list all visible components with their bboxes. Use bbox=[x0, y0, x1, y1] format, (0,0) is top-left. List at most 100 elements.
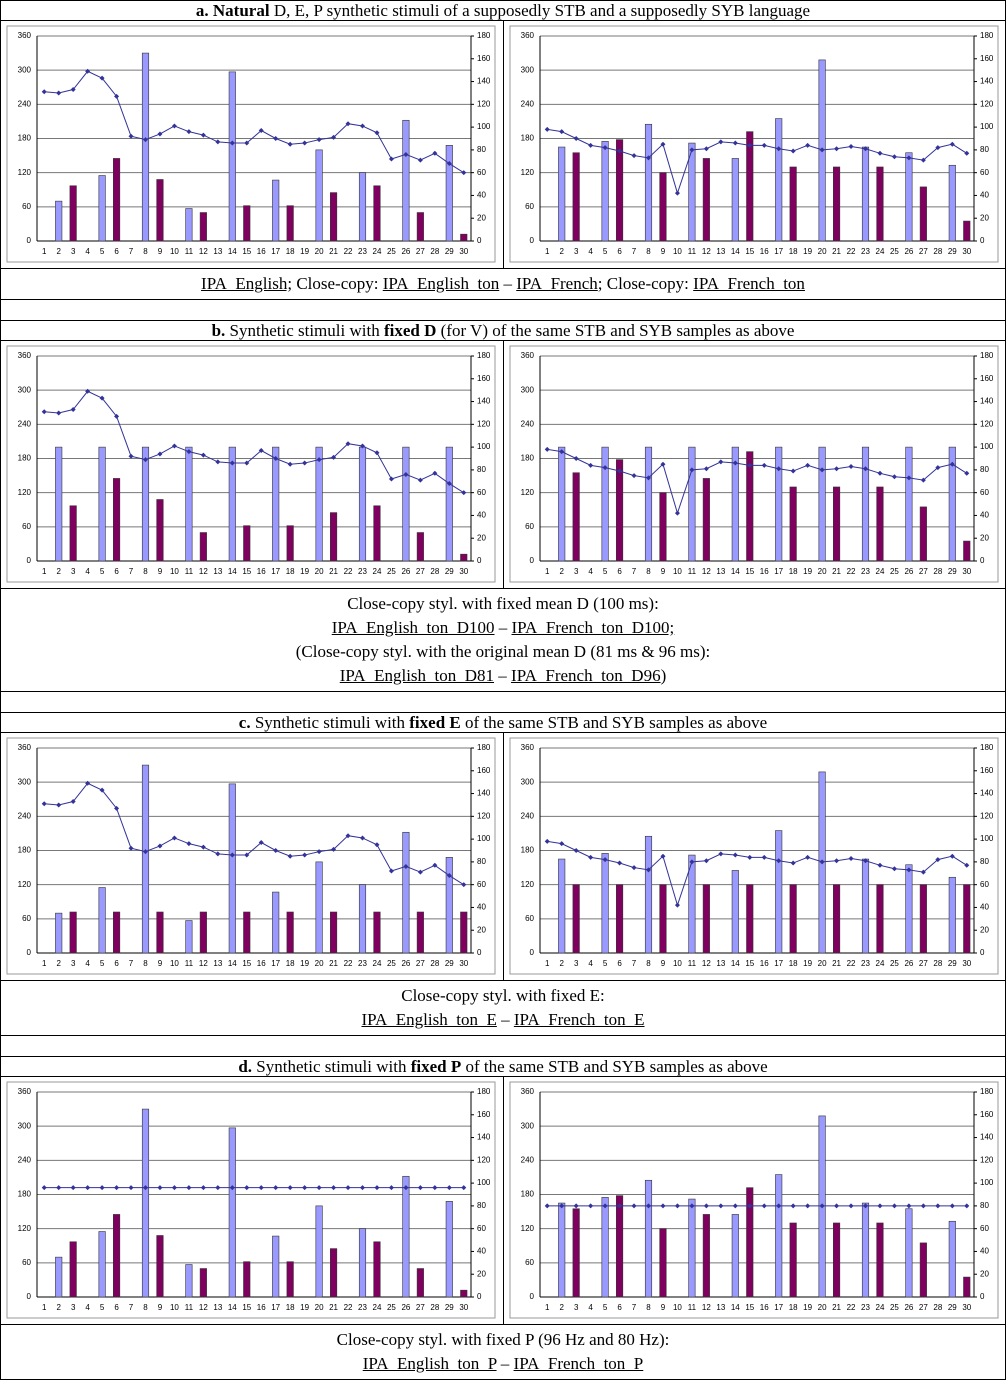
link[interactable]: IPA_English_ton_D100 bbox=[331, 618, 495, 637]
link[interactable]: IPA_French_ton_E bbox=[513, 1010, 645, 1029]
x-tick-label: 15 bbox=[745, 567, 754, 576]
x-tick-label: 29 bbox=[948, 1303, 957, 1312]
line-marker bbox=[920, 157, 926, 163]
x-tick-label: 19 bbox=[300, 1303, 309, 1312]
x-tick-label: 23 bbox=[861, 1303, 870, 1312]
x-tick-label: 18 bbox=[286, 1303, 295, 1312]
chart: 0601201802403003600204060801001201401601… bbox=[6, 25, 496, 263]
link[interactable]: IPA_French_ton_P bbox=[513, 1354, 644, 1373]
line-marker bbox=[718, 459, 724, 465]
link[interactable]: IPA_French_ton bbox=[693, 274, 805, 293]
bar bbox=[616, 459, 624, 562]
line-marker bbox=[703, 1203, 709, 1209]
x-tick-label: 7 bbox=[632, 1303, 637, 1312]
y-tick-label: 180 bbox=[18, 454, 32, 463]
y2-tick-label: 0 bbox=[980, 948, 985, 957]
x-tick-label: 13 bbox=[716, 1303, 725, 1312]
y2-tick-label: 140 bbox=[477, 397, 491, 406]
y2-tick-label: 0 bbox=[477, 236, 482, 245]
bar bbox=[286, 205, 294, 242]
y2-tick-label: 80 bbox=[980, 1201, 989, 1210]
y-tick-label: 0 bbox=[530, 948, 535, 957]
x-tick-label: 4 bbox=[588, 567, 593, 576]
x-tick-label: 29 bbox=[445, 1303, 454, 1312]
caption-line: Close-copy styl. with fixed P (96 Hz and… bbox=[1, 1328, 1005, 1352]
x-tick-label: 10 bbox=[673, 959, 682, 968]
line-marker bbox=[891, 474, 897, 480]
line-marker bbox=[461, 882, 467, 888]
bar bbox=[373, 505, 381, 562]
x-tick-label: 10 bbox=[170, 247, 179, 256]
bar bbox=[833, 884, 841, 954]
x-tick-label: 22 bbox=[344, 959, 353, 968]
bar bbox=[272, 179, 280, 242]
x-tick-label: 3 bbox=[574, 959, 579, 968]
chart-row: 0 60 120 180 240 300 360 0 20 40 60 80 100 120 140 160 1… bbox=[1, 733, 1005, 981]
line bbox=[547, 448, 968, 515]
bar bbox=[416, 212, 424, 242]
bar bbox=[113, 158, 121, 242]
x-tick-label: 30 bbox=[459, 959, 468, 968]
link[interactable]: IPA_English_ton_D81 bbox=[339, 666, 495, 685]
bar bbox=[731, 1214, 739, 1298]
y-tick-label: 0 bbox=[530, 236, 535, 245]
x-tick-label: 5 bbox=[603, 567, 608, 576]
link[interactable]: IPA_French bbox=[516, 274, 598, 293]
y2-tick-label: 40 bbox=[980, 903, 989, 912]
bar bbox=[402, 119, 410, 242]
y-tick-label: 0 bbox=[27, 236, 32, 245]
y-tick-label: 60 bbox=[22, 522, 31, 531]
x-tick-label: 25 bbox=[890, 959, 899, 968]
bar bbox=[963, 220, 971, 242]
line-marker bbox=[432, 150, 438, 156]
bar bbox=[572, 1208, 580, 1298]
line-marker bbox=[660, 1203, 666, 1209]
y2-tick-label: 20 bbox=[980, 533, 989, 542]
line-marker bbox=[331, 1185, 337, 1191]
y-tick-label: 360 bbox=[521, 1087, 535, 1096]
line-marker bbox=[949, 1203, 955, 1209]
line-marker bbox=[85, 1185, 91, 1191]
bar bbox=[460, 233, 468, 242]
line-marker bbox=[747, 462, 753, 468]
bar bbox=[460, 1289, 468, 1298]
x-tick-label: 21 bbox=[832, 247, 841, 256]
link[interactable]: IPA_English_ton_P bbox=[362, 1354, 497, 1373]
line-marker bbox=[244, 1185, 250, 1191]
x-tick-label: 22 bbox=[847, 567, 856, 576]
line-marker bbox=[964, 862, 970, 868]
bar bbox=[416, 1268, 424, 1298]
x-tick-label: 15 bbox=[242, 959, 251, 968]
x-tick-label: 14 bbox=[228, 247, 237, 256]
line-marker bbox=[848, 1203, 854, 1209]
line-marker bbox=[834, 858, 840, 864]
bar bbox=[876, 166, 884, 242]
link[interactable]: IPA_English; bbox=[201, 274, 293, 293]
x-tick-label: 4 bbox=[588, 247, 593, 256]
line-marker bbox=[559, 841, 565, 847]
line-marker bbox=[646, 475, 651, 481]
bar bbox=[746, 451, 754, 562]
link[interactable]: IPA_French_ton_D100; bbox=[511, 618, 675, 637]
line-marker bbox=[171, 123, 177, 129]
x-tick-label: 24 bbox=[373, 959, 382, 968]
x-tick-label: 11 bbox=[185, 959, 194, 968]
x-tick-label: 26 bbox=[904, 567, 913, 576]
line-marker bbox=[544, 446, 550, 452]
x-tick-label: 7 bbox=[129, 959, 134, 968]
y2-tick-label: 100 bbox=[477, 442, 491, 451]
link[interactable]: IPA_English_ton bbox=[382, 274, 500, 293]
line-marker bbox=[200, 132, 206, 138]
line-marker bbox=[360, 835, 365, 841]
y-tick-label: 360 bbox=[18, 351, 32, 360]
link[interactable]: IPA_English_ton_E bbox=[361, 1010, 497, 1029]
chart: 0601201802403003600204060801001201401601… bbox=[6, 737, 496, 975]
x-tick-label: 27 bbox=[416, 247, 425, 256]
link[interactable]: IPA_French_ton_D96 bbox=[511, 666, 661, 685]
bar bbox=[98, 887, 106, 954]
x-tick-label: 4 bbox=[85, 247, 90, 256]
bar bbox=[919, 186, 927, 242]
line-marker bbox=[229, 852, 235, 858]
y-tick-label: 300 bbox=[521, 65, 535, 74]
x-tick-label: 9 bbox=[158, 959, 163, 968]
